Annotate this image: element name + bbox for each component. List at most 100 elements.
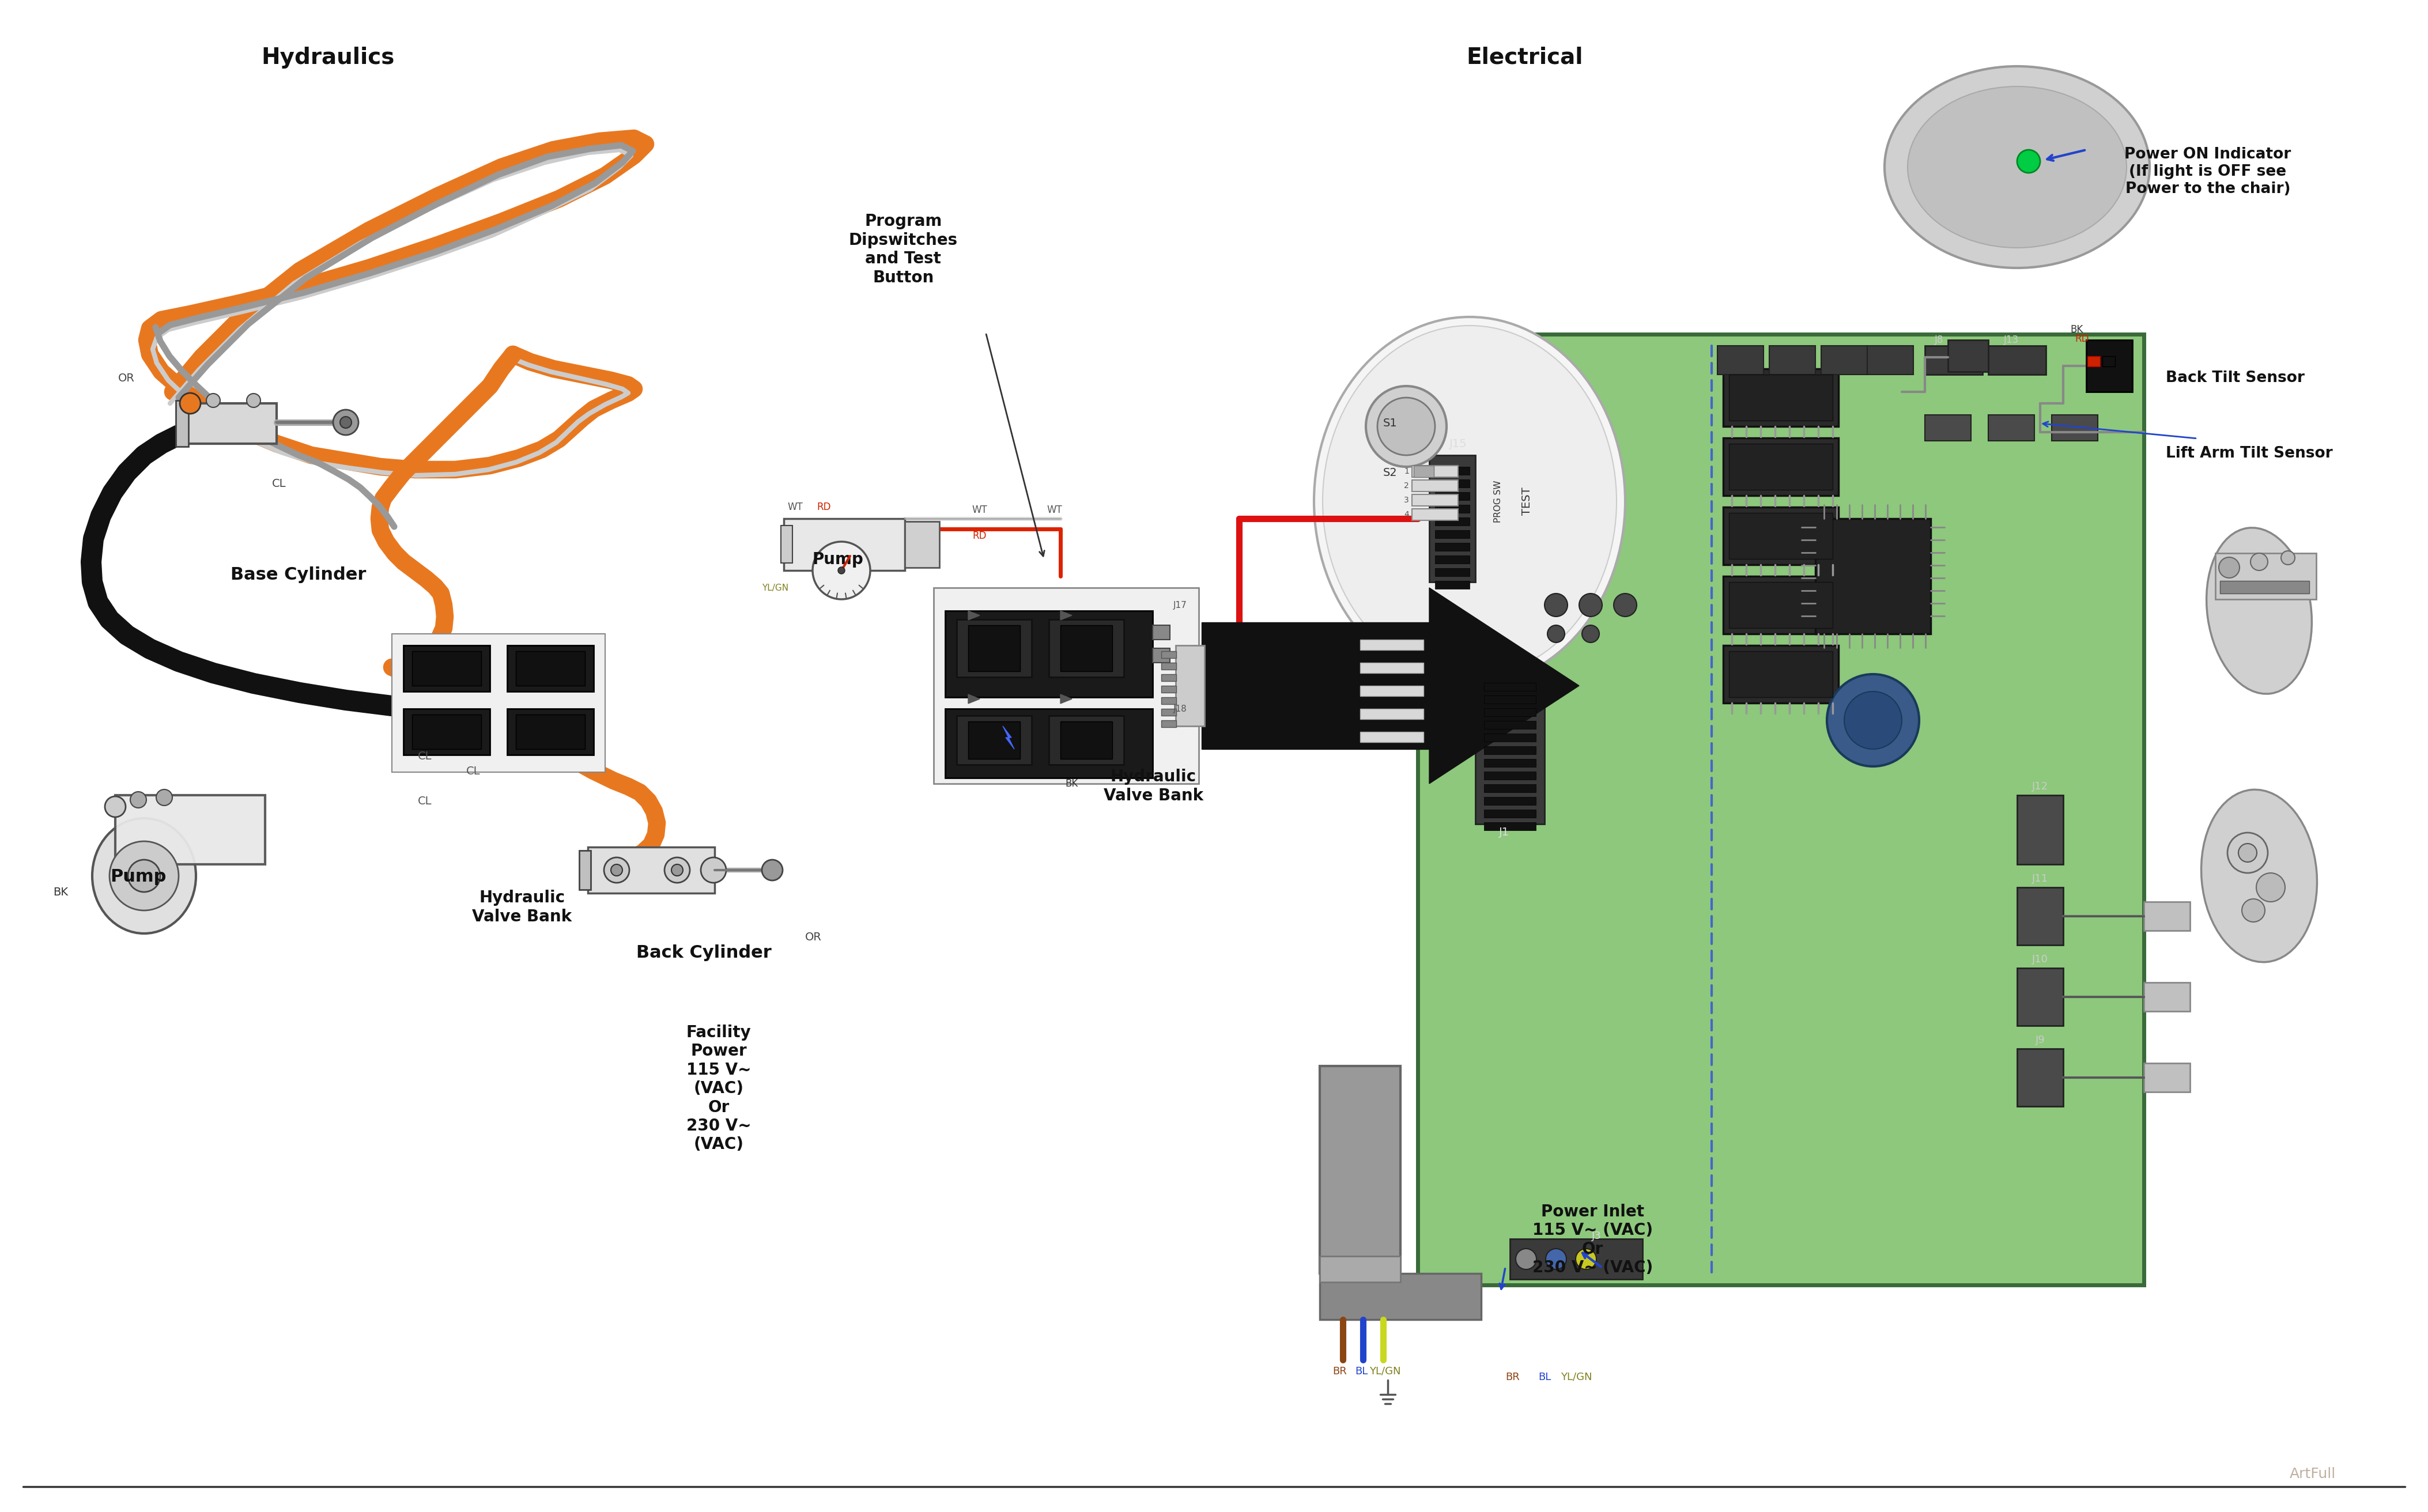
Circle shape: [155, 789, 172, 806]
Bar: [1484, 696, 1537, 703]
Text: J10: J10: [2032, 954, 2049, 965]
Bar: [1435, 517, 1469, 526]
Circle shape: [2256, 872, 2285, 901]
Circle shape: [1547, 1249, 1566, 1270]
Bar: [944, 709, 1153, 777]
Bar: [1729, 582, 1833, 627]
Bar: [1413, 494, 1459, 507]
Bar: [1061, 624, 1112, 671]
Text: PROG SW: PROG SW: [1493, 481, 1503, 523]
Bar: [1413, 466, 1459, 478]
Text: YL/GN: YL/GN: [1561, 1371, 1593, 1382]
Bar: [784, 519, 906, 570]
Bar: [1321, 1066, 1401, 1273]
Circle shape: [673, 865, 682, 875]
Text: Pump: Pump: [811, 552, 864, 567]
Bar: [2088, 357, 2100, 366]
Bar: [1049, 715, 1124, 765]
Text: YL/GN: YL/GN: [762, 584, 789, 593]
Bar: [1989, 414, 2035, 442]
Ellipse shape: [92, 818, 197, 933]
Text: Hydraulics: Hydraulics: [262, 47, 393, 68]
Text: CL: CL: [418, 750, 432, 762]
Bar: [1435, 491, 1469, 500]
Text: YL/GN: YL/GN: [1369, 1367, 1401, 1376]
Bar: [1161, 662, 1175, 670]
Bar: [1161, 686, 1175, 692]
Text: BL: BL: [1355, 1367, 1367, 1376]
Text: Program
Dipswitches
and Test
Button: Program Dipswitches and Test Button: [850, 213, 957, 286]
Bar: [2144, 901, 2190, 930]
Bar: [1360, 686, 1423, 696]
Text: ArtFull: ArtFull: [2290, 1467, 2336, 1482]
Circle shape: [702, 857, 726, 883]
Bar: [1724, 369, 1838, 426]
Bar: [1435, 531, 1469, 538]
Text: OR: OR: [806, 931, 821, 943]
Bar: [1321, 1256, 1401, 1282]
Bar: [1435, 569, 1469, 576]
Text: TEST: TEST: [1522, 487, 1532, 516]
Bar: [1484, 683, 1537, 691]
Text: J9: J9: [2035, 1034, 2044, 1045]
Text: J8: J8: [1935, 334, 1945, 345]
Bar: [944, 611, 1153, 697]
Circle shape: [665, 857, 690, 883]
Bar: [185, 404, 277, 443]
Bar: [1161, 674, 1175, 680]
Bar: [1413, 466, 1435, 478]
Bar: [1061, 721, 1112, 759]
Bar: [507, 646, 592, 691]
Polygon shape: [1061, 611, 1071, 620]
Text: J1: J1: [1498, 827, 1510, 838]
Bar: [906, 522, 940, 567]
Text: S2: S2: [1384, 467, 1399, 478]
Bar: [413, 715, 481, 748]
Polygon shape: [1061, 694, 1071, 703]
Bar: [515, 652, 585, 686]
Circle shape: [340, 417, 352, 428]
Bar: [1321, 1273, 1481, 1320]
Circle shape: [1377, 398, 1435, 455]
Bar: [507, 709, 592, 754]
Circle shape: [2280, 550, 2294, 564]
Ellipse shape: [2207, 528, 2311, 694]
Polygon shape: [969, 611, 981, 620]
Circle shape: [109, 841, 180, 910]
Text: J15: J15: [1450, 438, 1467, 449]
Bar: [1947, 340, 1989, 372]
Text: 1: 1: [1403, 467, 1408, 475]
Circle shape: [129, 860, 160, 892]
Bar: [1418, 334, 2144, 1285]
Bar: [1484, 708, 1537, 717]
Text: RD: RD: [2076, 334, 2088, 345]
Bar: [1476, 674, 1544, 824]
Bar: [2144, 983, 2190, 1012]
Bar: [1153, 624, 1170, 640]
Circle shape: [1576, 1249, 1595, 1270]
Bar: [1049, 620, 1124, 677]
Circle shape: [1547, 624, 1564, 643]
Bar: [1724, 438, 1838, 496]
Text: Lift Arm Tilt Sensor: Lift Arm Tilt Sensor: [2166, 446, 2333, 461]
Bar: [1153, 649, 1170, 662]
Text: 3: 3: [1403, 496, 1408, 503]
Text: Base Cylinder: Base Cylinder: [231, 565, 367, 584]
Circle shape: [2226, 833, 2268, 872]
Bar: [1484, 797, 1537, 804]
Circle shape: [813, 541, 869, 599]
Bar: [403, 646, 490, 691]
Polygon shape: [1003, 726, 1015, 748]
Bar: [957, 620, 1032, 677]
Text: J17: J17: [1173, 600, 1187, 609]
Bar: [1816, 519, 1930, 634]
Bar: [2018, 1049, 2064, 1107]
Bar: [1435, 467, 1469, 475]
Circle shape: [762, 860, 782, 880]
Text: BR: BR: [1333, 1367, 1348, 1376]
Text: BK: BK: [53, 886, 68, 898]
Text: Back Tilt Sensor: Back Tilt Sensor: [2166, 370, 2304, 386]
Bar: [2144, 1063, 2190, 1092]
Bar: [1413, 479, 1459, 491]
Text: BL: BL: [1537, 1371, 1551, 1382]
